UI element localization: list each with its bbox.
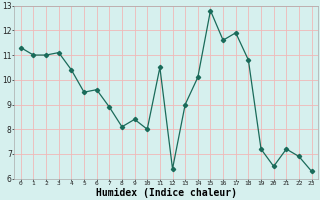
X-axis label: Humidex (Indice chaleur): Humidex (Indice chaleur) [96, 188, 237, 198]
